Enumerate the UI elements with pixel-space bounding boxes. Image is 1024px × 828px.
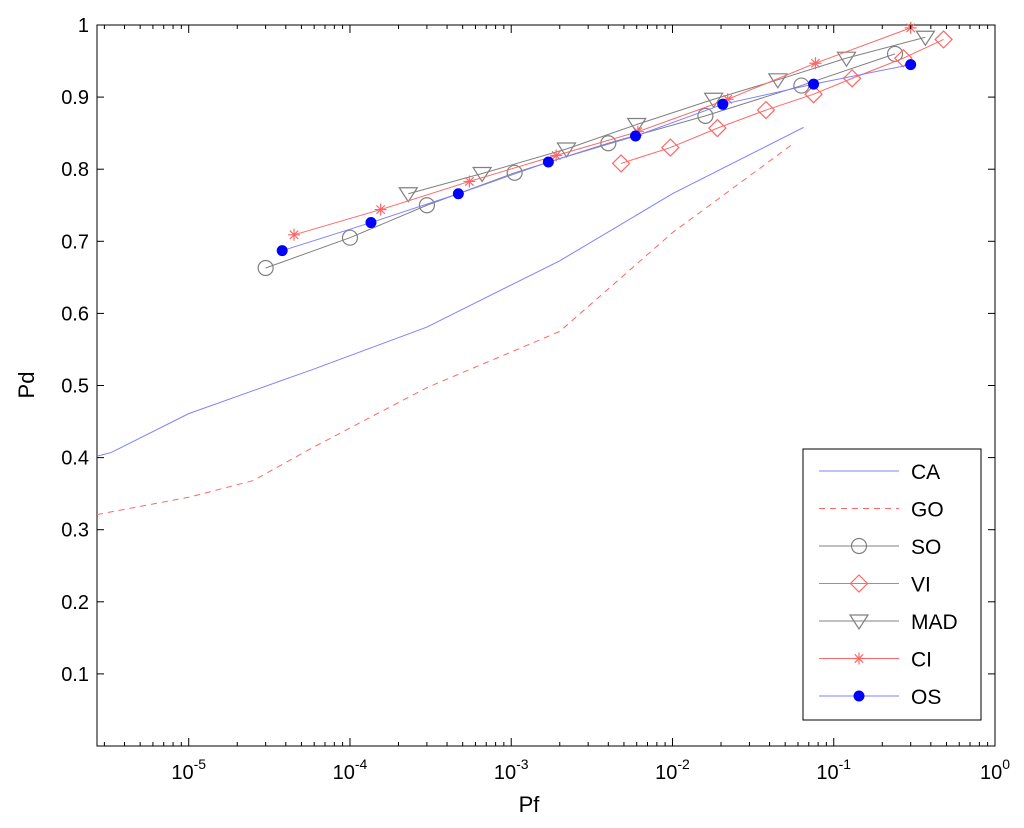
data-point-mad: [626, 117, 647, 134]
data-point-vi: [756, 100, 776, 120]
x-tick-label: 10-5: [171, 756, 206, 784]
y-tick-label: 0.5: [61, 376, 89, 398]
data-point-so: [506, 164, 523, 181]
y-tick-label: 0.4: [61, 448, 89, 470]
data-point-vi: [893, 48, 913, 68]
data-point-os: [808, 78, 820, 90]
x-axis-label: Pf: [519, 792, 541, 817]
data-point-vi: [611, 154, 631, 173]
data-point-so: [418, 197, 435, 214]
y-tick-label: 0.7: [61, 231, 89, 253]
series-line-mad: [408, 36, 926, 195]
data-point-vi: [708, 118, 727, 138]
data-point-ci: [721, 93, 734, 106]
y-tick-label: 0.8: [61, 159, 89, 181]
legend-marker-so: [850, 537, 868, 555]
legend-label-ci: CI: [911, 649, 932, 672]
data-point-os: [365, 217, 377, 229]
data-point-os: [542, 156, 554, 168]
y-tick-label: 0.6: [61, 303, 89, 325]
data-point-so: [341, 229, 359, 246]
y-tick-label: 1: [78, 15, 89, 37]
data-point-mad: [472, 166, 493, 183]
data-point-ci: [809, 57, 822, 70]
axis-ticks: 0.1 0.2 0.3 0.4 0.5 0.6 0.7 0.8 0.9 1 10-5 10-4 10-3…: [61, 15, 1010, 784]
data-point-os: [452, 188, 464, 200]
data-point-so: [257, 259, 274, 277]
series-ca: [96, 126, 804, 457]
data-point-so: [697, 107, 714, 124]
x-tick-label: 100: [980, 756, 1010, 784]
data-point-os: [717, 98, 729, 110]
x-tick-label: 10-3: [494, 756, 529, 784]
series-line-os: [282, 64, 911, 252]
legend: CA GO SO VI MAD CI OS: [802, 448, 982, 721]
legend-marker-ci: [853, 652, 865, 665]
data-point-vi: [934, 30, 953, 49]
legend-label-mad: MAD: [911, 611, 958, 634]
data-point-ci: [374, 203, 387, 216]
y-axis-label: Pd: [14, 372, 39, 399]
data-point-os: [630, 130, 642, 142]
data-point-os: [905, 59, 917, 71]
y-tick-label: 0.2: [61, 592, 89, 614]
legend-marker-mad: [848, 614, 870, 631]
data-point-ci: [463, 175, 476, 188]
x-tick-label: 10-4: [333, 756, 368, 784]
x-tick-label: 10-2: [655, 756, 690, 784]
data-point-os: [276, 245, 288, 257]
data-point-mad: [556, 142, 577, 159]
series-layer: [96, 21, 953, 516]
legend-label-go: GO: [911, 499, 944, 522]
data-point-mad: [703, 92, 724, 109]
legend-label-ca: CA: [911, 461, 940, 484]
x-tick-label: 10-1: [816, 756, 851, 784]
legend-label-vi: VI: [911, 574, 931, 597]
data-point-vi: [804, 84, 823, 104]
series-vi: [611, 30, 953, 173]
legend-box: [802, 448, 982, 721]
data-point-ci: [550, 149, 563, 162]
data-point-mad: [915, 30, 936, 47]
legend-marker-vi: [849, 574, 869, 593]
data-point-mad: [398, 187, 419, 203]
series-line-go: [96, 144, 793, 516]
legend-label-os: OS: [911, 686, 941, 709]
series-go: [96, 144, 793, 516]
legend-marker-os: [853, 690, 865, 702]
series-line-ca: [96, 126, 804, 457]
series-os: [276, 59, 917, 257]
legend-label-so: SO: [911, 536, 941, 559]
series-line-ci: [293, 27, 911, 236]
series-line-vi: [620, 38, 944, 164]
data-point-so: [600, 135, 617, 152]
y-tick-label: 0.3: [61, 520, 89, 542]
data-point-ci: [288, 228, 301, 241]
y-tick-label: 0.1: [61, 664, 89, 686]
data-point-vi: [660, 138, 680, 157]
y-tick-label: 0.9: [61, 87, 89, 109]
